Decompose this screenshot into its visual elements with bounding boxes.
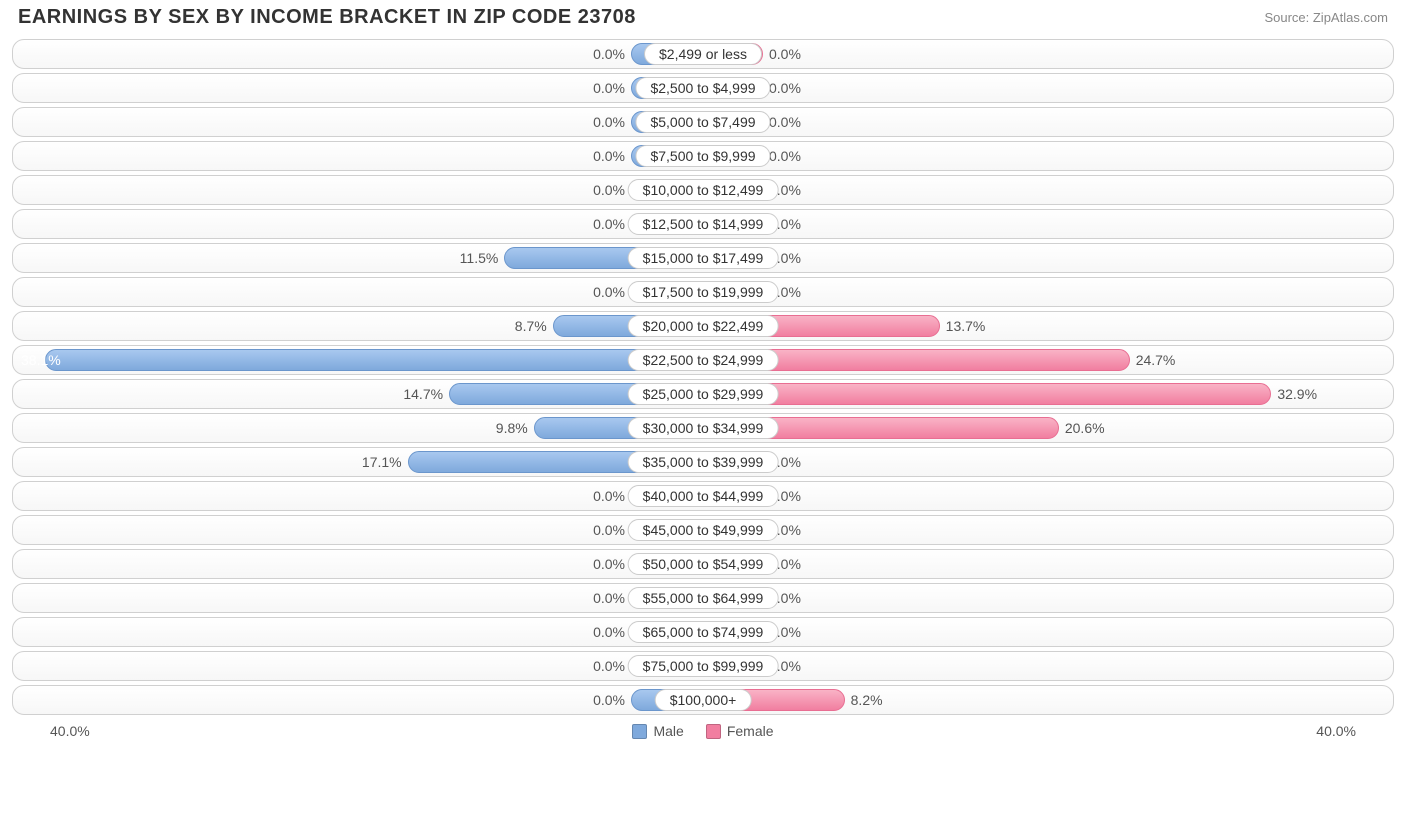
chart-row: 38.1% 24.7% $22,500 to $24,999 bbox=[12, 345, 1394, 375]
chart-area: 0.0%0.0%$2,499 or less0.0%0.0%$2,500 to … bbox=[0, 39, 1406, 715]
chart-row: 0.0%0.0%$17,500 to $19,999 bbox=[12, 277, 1394, 307]
bracket-label: $10,000 to $12,499 bbox=[628, 179, 779, 201]
chart-row: 14.7% 32.9% $25,000 to $29,999 bbox=[12, 379, 1394, 409]
male-pct-label: 14.7% bbox=[403, 386, 443, 402]
chart-footer: 40.0% Male Female 40.0% bbox=[0, 719, 1406, 739]
bracket-label: $65,000 to $74,999 bbox=[628, 621, 779, 643]
male-pct-label: 0.0% bbox=[593, 284, 625, 300]
male-pct-label: 0.0% bbox=[593, 80, 625, 96]
chart-row: 0.0%0.0%$2,500 to $4,999 bbox=[12, 73, 1394, 103]
chart-row: 0.0%0.0%$65,000 to $74,999 bbox=[12, 617, 1394, 647]
male-pct-label: 0.0% bbox=[593, 182, 625, 198]
male-pct-label: 8.7% bbox=[515, 318, 547, 334]
chart-row: 0.0%0.0%$10,000 to $12,499 bbox=[12, 175, 1394, 205]
axis-right-label: 40.0% bbox=[1316, 723, 1356, 739]
male-pct-label: 0.0% bbox=[593, 692, 625, 708]
chart-source: Source: ZipAtlas.com bbox=[1264, 10, 1388, 25]
legend-male: Male bbox=[632, 723, 683, 739]
female-pct-label: 24.7% bbox=[1136, 352, 1176, 368]
male-pct-label: 38.1% bbox=[21, 352, 61, 368]
chart-title: EARNINGS BY SEX BY INCOME BRACKET IN ZIP… bbox=[18, 6, 636, 29]
bracket-label: $17,500 to $19,999 bbox=[628, 281, 779, 303]
male-pct-label: 0.0% bbox=[593, 46, 625, 62]
bracket-label: $20,000 to $22,499 bbox=[628, 315, 779, 337]
male-pct-label: 0.0% bbox=[593, 114, 625, 130]
chart-row: 11.5%0.0%$15,000 to $17,499 bbox=[12, 243, 1394, 273]
bracket-label: $50,000 to $54,999 bbox=[628, 553, 779, 575]
bracket-label: $12,500 to $14,999 bbox=[628, 213, 779, 235]
legend-female-swatch bbox=[706, 724, 721, 739]
bracket-label: $15,000 to $17,499 bbox=[628, 247, 779, 269]
chart-row: 17.1%0.0%$35,000 to $39,999 bbox=[12, 447, 1394, 477]
female-pct-label: 0.0% bbox=[769, 46, 801, 62]
female-pct-label: 0.0% bbox=[769, 148, 801, 164]
bracket-label: $45,000 to $49,999 bbox=[628, 519, 779, 541]
chart-row: 0.0% 0.0% $2,499 or less bbox=[12, 39, 1394, 69]
female-pct-label: 32.9% bbox=[1277, 386, 1317, 402]
chart-row: 0.0%0.0%$75,000 to $99,999 bbox=[12, 651, 1394, 681]
female-pct-label: 20.6% bbox=[1065, 420, 1105, 436]
male-pct-label: 17.1% bbox=[362, 454, 402, 470]
legend-female: Female bbox=[706, 723, 774, 739]
chart-row: 0.0%0.0%$7,500 to $9,999 bbox=[12, 141, 1394, 171]
chart-row: 0.0%0.0%$5,000 to $7,499 bbox=[12, 107, 1394, 137]
male-pct-label: 0.0% bbox=[593, 624, 625, 640]
male-pct-label: 0.0% bbox=[593, 556, 625, 572]
female-pct-label: 8.2% bbox=[851, 692, 883, 708]
male-pct-label: 0.0% bbox=[593, 522, 625, 538]
axis-left-label: 40.0% bbox=[50, 723, 90, 739]
chart-row: 0.0%0.0%$12,500 to $14,999 bbox=[12, 209, 1394, 239]
bracket-label: $2,499 or less bbox=[644, 43, 762, 65]
male-bar bbox=[45, 349, 703, 371]
bracket-label: $40,000 to $44,999 bbox=[628, 485, 779, 507]
bracket-label: $100,000+ bbox=[655, 689, 752, 711]
bracket-label: $35,000 to $39,999 bbox=[628, 451, 779, 473]
male-pct-label: 0.0% bbox=[593, 148, 625, 164]
chart-row: 0.0%0.0%$55,000 to $64,999 bbox=[12, 583, 1394, 613]
male-pct-label: 11.5% bbox=[460, 250, 499, 266]
male-pct-label: 9.8% bbox=[496, 420, 528, 436]
female-bar bbox=[703, 383, 1271, 405]
male-pct-label: 0.0% bbox=[593, 658, 625, 674]
chart-row: 0.0%0.0%$40,000 to $44,999 bbox=[12, 481, 1394, 511]
chart-header: EARNINGS BY SEX BY INCOME BRACKET IN ZIP… bbox=[0, 0, 1406, 39]
chart-row: 0.0%0.0%$50,000 to $54,999 bbox=[12, 549, 1394, 579]
legend-male-swatch bbox=[632, 724, 647, 739]
chart-row: 8.7% 13.7% $20,000 to $22,499 bbox=[12, 311, 1394, 341]
bracket-label: $2,500 to $4,999 bbox=[635, 77, 770, 99]
bracket-label: $30,000 to $34,999 bbox=[628, 417, 779, 439]
chart-row: 0.0%0.0%$45,000 to $49,999 bbox=[12, 515, 1394, 545]
bracket-label: $55,000 to $64,999 bbox=[628, 587, 779, 609]
bracket-label: $7,500 to $9,999 bbox=[635, 145, 770, 167]
female-pct-label: 0.0% bbox=[769, 114, 801, 130]
bracket-label: $22,500 to $24,999 bbox=[628, 349, 779, 371]
chart-row: 9.8% 20.6% $30,000 to $34,999 bbox=[12, 413, 1394, 443]
bracket-label: $75,000 to $99,999 bbox=[628, 655, 779, 677]
female-pct-label: 13.7% bbox=[946, 318, 986, 334]
male-pct-label: 0.0% bbox=[593, 216, 625, 232]
legend: Male Female bbox=[632, 723, 773, 739]
legend-male-label: Male bbox=[653, 723, 683, 739]
female-pct-label: 0.0% bbox=[769, 80, 801, 96]
male-pct-label: 0.0% bbox=[593, 590, 625, 606]
bracket-label: $25,000 to $29,999 bbox=[628, 383, 779, 405]
bracket-label: $5,000 to $7,499 bbox=[635, 111, 770, 133]
legend-female-label: Female bbox=[727, 723, 774, 739]
male-pct-label: 0.0% bbox=[593, 488, 625, 504]
chart-row: 0.0% 8.2% $100,000+ bbox=[12, 685, 1394, 715]
